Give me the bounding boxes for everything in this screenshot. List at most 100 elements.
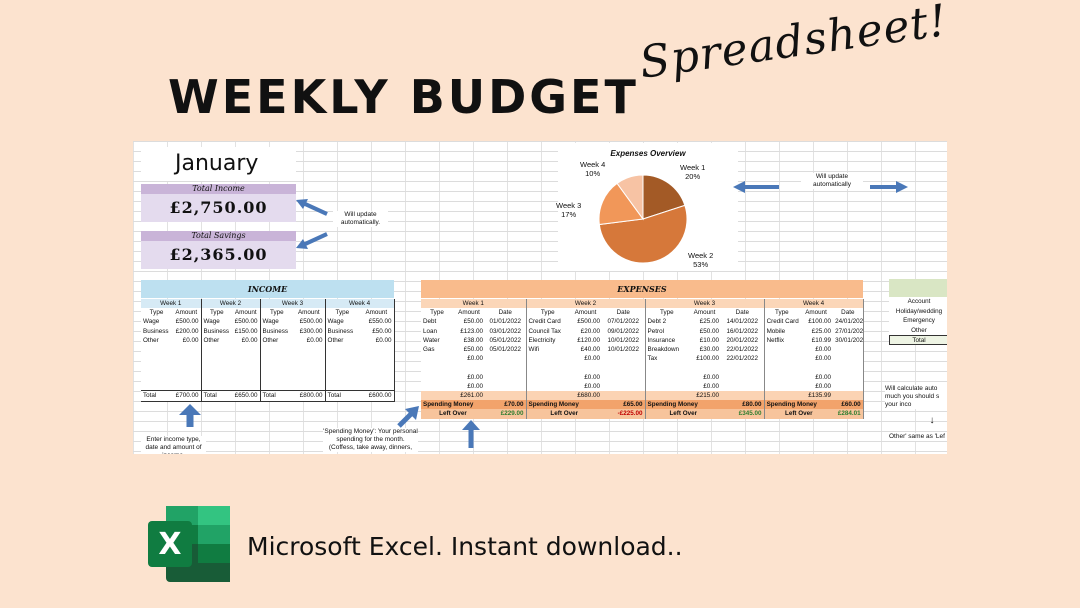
expense-type-cell[interactable]: Debt bbox=[423, 318, 437, 326]
income-empty-cell[interactable] bbox=[141, 345, 172, 354]
expense-amount-cell[interactable]: £40.00 bbox=[580, 346, 600, 354]
expense-amount-cell[interactable]: £50.00 bbox=[463, 318, 483, 326]
expense-type-cell[interactable]: Credit Card bbox=[528, 318, 561, 326]
expense-date-cell[interactable] bbox=[602, 381, 646, 392]
spending-money-value[interactable]: £60.00 bbox=[833, 400, 864, 410]
expense-type-cell[interactable]: Wifi bbox=[528, 346, 540, 354]
expense-date-cell[interactable] bbox=[721, 363, 765, 373]
income-type-cell[interactable]: Wage bbox=[262, 318, 279, 326]
expense-date-cell[interactable] bbox=[485, 363, 527, 373]
expense-amount-cell[interactable]: £25.00 bbox=[699, 318, 720, 326]
expense-amount-cell[interactable]: £100.00 bbox=[696, 355, 720, 363]
expense-date-cell[interactable] bbox=[485, 372, 527, 382]
expense-amount-cell[interactable] bbox=[799, 363, 833, 372]
expense-amount-cell[interactable] bbox=[453, 363, 485, 372]
expense-date-cell[interactable]: 22/01/2022 bbox=[721, 354, 765, 364]
income-empty-cell[interactable] bbox=[359, 381, 395, 391]
income-type-cell[interactable]: Wage bbox=[143, 318, 160, 326]
spending-money-value[interactable]: £80.00 bbox=[721, 400, 765, 410]
income-empty-cell[interactable] bbox=[141, 373, 172, 382]
income-empty-cell[interactable] bbox=[232, 363, 261, 373]
expense-amount-cell[interactable]: £0.00 bbox=[584, 355, 600, 363]
expense-type-cell[interactable]: Debt 2 bbox=[647, 318, 667, 326]
expense-amount-cell[interactable]: £123.00 bbox=[460, 327, 483, 335]
income-empty-cell[interactable] bbox=[201, 345, 232, 354]
income-empty-cell[interactable] bbox=[293, 381, 326, 391]
income-empty-cell[interactable] bbox=[232, 354, 261, 364]
spending-money-value[interactable]: £70.00 bbox=[485, 400, 527, 410]
expense-type-cell[interactable]: Water bbox=[423, 336, 440, 344]
expense-amount-cell[interactable]: £0.00 bbox=[467, 382, 483, 390]
expense-amount-cell[interactable]: £0.00 bbox=[815, 355, 832, 363]
expense-amount-cell[interactable]: £50.00 bbox=[699, 327, 720, 335]
expense-date-cell[interactable]: 05/01/2022 bbox=[485, 335, 527, 346]
expense-date-cell[interactable]: 01/01/2022 bbox=[485, 317, 527, 327]
income-empty-cell[interactable] bbox=[172, 345, 202, 355]
expense-amount-cell[interactable]: £50.00 bbox=[463, 346, 483, 354]
income-type-cell[interactable]: Other bbox=[262, 336, 279, 344]
expense-date-cell[interactable]: 22/01/2022 bbox=[721, 345, 765, 355]
expense-amount-cell[interactable]: £10.00 bbox=[699, 336, 720, 344]
expense-type-cell[interactable] bbox=[421, 354, 453, 363]
income-type-cell[interactable]: Other bbox=[143, 336, 159, 344]
expense-date-cell[interactable]: 30/01/2022 bbox=[833, 335, 864, 346]
income-empty-cell[interactable] bbox=[201, 354, 232, 363]
income-empty-cell[interactable] bbox=[293, 372, 326, 382]
income-empty-cell[interactable] bbox=[293, 345, 326, 355]
expense-amount-cell[interactable]: £25.00 bbox=[811, 327, 832, 335]
income-amount-cell[interactable]: £300.00 bbox=[293, 326, 326, 336]
income-empty-cell[interactable] bbox=[141, 382, 172, 391]
expense-amount-cell[interactable]: £100.00 bbox=[808, 318, 832, 326]
income-type-cell[interactable]: Business bbox=[143, 327, 169, 335]
expense-type-cell[interactable] bbox=[764, 382, 799, 391]
income-amount-cell[interactable]: £200.00 bbox=[172, 326, 202, 336]
expense-amount-cell[interactable]: £500.00 bbox=[577, 318, 600, 326]
expense-amount-cell[interactable]: £0.00 bbox=[467, 373, 483, 381]
income-empty-cell[interactable] bbox=[232, 381, 261, 391]
income-empty-cell[interactable] bbox=[325, 373, 359, 382]
expense-amount-cell[interactable] bbox=[569, 363, 602, 372]
income-empty-cell[interactable] bbox=[359, 363, 395, 373]
expense-type-cell[interactable] bbox=[421, 363, 453, 372]
expense-date-cell[interactable]: 27/01/2022 bbox=[833, 326, 864, 336]
income-empty-cell[interactable] bbox=[172, 372, 202, 382]
expense-type-cell[interactable] bbox=[645, 382, 688, 391]
expense-type-cell[interactable] bbox=[645, 363, 688, 372]
expense-date-cell[interactable]: 16/01/2022 bbox=[721, 326, 765, 336]
income-amount-cell[interactable]: £0.00 bbox=[232, 335, 261, 346]
income-type-cell[interactable]: Wage bbox=[203, 318, 220, 326]
income-empty-cell[interactable] bbox=[232, 372, 261, 382]
income-amount-cell[interactable]: £0.00 bbox=[359, 335, 395, 346]
expense-type-cell[interactable]: Breakdown bbox=[647, 346, 680, 354]
expense-date-cell[interactable]: 10/01/2022 bbox=[602, 335, 646, 346]
expense-date-cell[interactable]: 14/01/2022 bbox=[721, 317, 765, 327]
expense-amount-cell[interactable]: £0.00 bbox=[703, 373, 720, 381]
expense-amount-cell[interactable]: £10.99 bbox=[811, 336, 832, 344]
expense-date-cell[interactable]: 10/01/2022 bbox=[602, 345, 646, 355]
income-amount-cell[interactable]: £550.00 bbox=[359, 317, 395, 327]
expense-type-cell[interactable] bbox=[421, 382, 453, 391]
expense-date-cell[interactable]: 07/01/2022 bbox=[602, 317, 646, 327]
expense-date-cell[interactable] bbox=[485, 381, 527, 392]
expense-date-cell[interactable]: 03/01/2022 bbox=[485, 326, 527, 336]
income-empty-cell[interactable] bbox=[172, 363, 202, 373]
expense-date-cell[interactable] bbox=[721, 372, 765, 382]
income-empty-cell[interactable] bbox=[260, 354, 293, 363]
expense-date-cell[interactable]: 05/01/2022 bbox=[485, 345, 527, 355]
expense-amount-cell[interactable]: £20.00 bbox=[580, 327, 600, 335]
income-empty-cell[interactable] bbox=[260, 373, 293, 382]
income-empty-cell[interactable] bbox=[325, 363, 359, 372]
expense-date-cell[interactable] bbox=[721, 381, 765, 392]
expense-type-cell[interactable] bbox=[764, 373, 799, 382]
expense-type-cell[interactable] bbox=[645, 373, 688, 382]
expense-date-cell[interactable] bbox=[833, 372, 864, 382]
expense-type-cell[interactable]: Gas bbox=[423, 346, 435, 354]
expense-amount-cell[interactable]: £30.00 bbox=[699, 346, 720, 354]
expense-type-cell[interactable] bbox=[526, 382, 569, 391]
expense-date-cell[interactable] bbox=[602, 363, 646, 373]
income-type-cell[interactable]: Business bbox=[203, 327, 230, 335]
expense-type-cell[interactable]: Mobile bbox=[766, 327, 786, 335]
expense-type-cell[interactable]: Electricity bbox=[528, 336, 556, 344]
income-amount-cell[interactable]: £0.00 bbox=[293, 335, 326, 346]
income-empty-cell[interactable] bbox=[325, 345, 359, 354]
